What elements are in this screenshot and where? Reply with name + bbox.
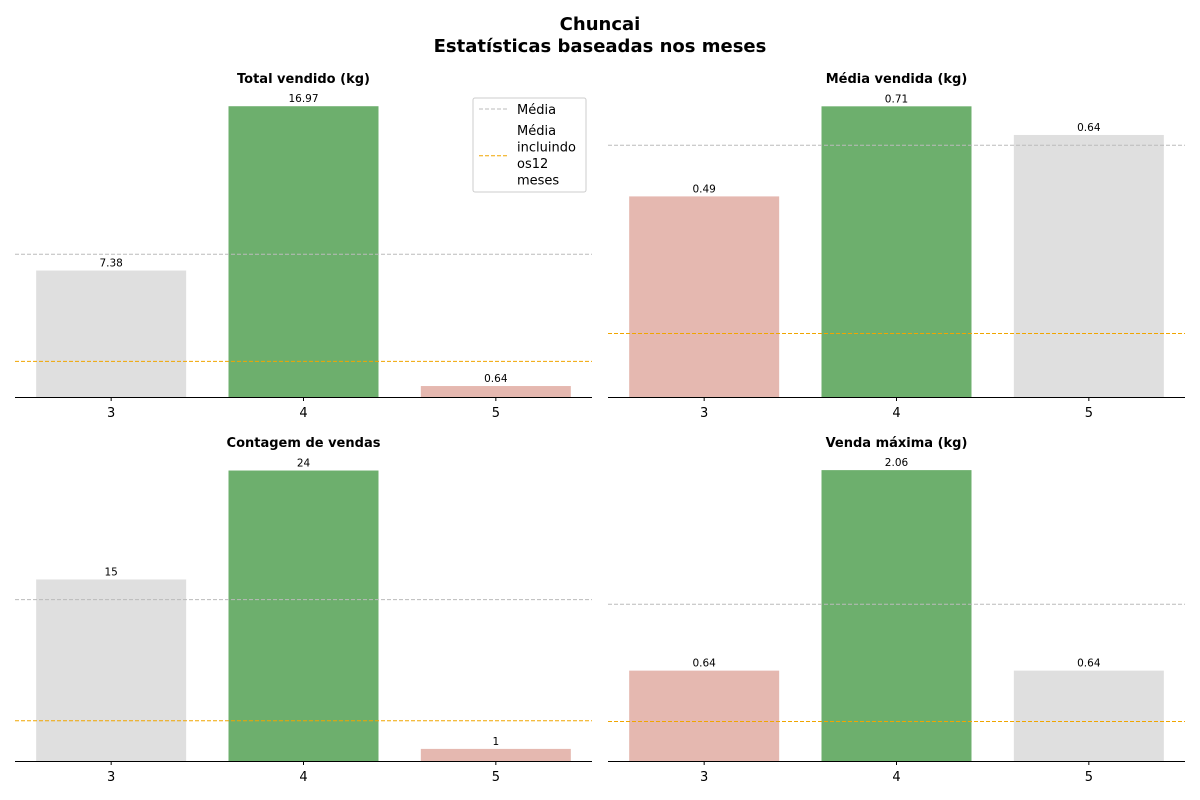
x-tick-label: 3 — [700, 770, 708, 785]
bar — [629, 196, 780, 397]
data-label: 1 — [492, 736, 499, 748]
x-tick-label: 3 — [107, 770, 115, 785]
panel-title: Média vendida (kg) — [826, 72, 968, 87]
x-tick-label: 3 — [107, 406, 115, 421]
x-tick-label: 5 — [492, 406, 500, 421]
legend-mean-label: Média — [517, 103, 556, 118]
legend-mean12-label-line: meses — [517, 174, 559, 189]
data-label: 0.64 — [692, 658, 716, 670]
data-label: 24 — [297, 458, 311, 470]
panel-title: Contagem de vendas — [227, 436, 381, 451]
legend-mean12-label-line: os12 — [517, 157, 548, 172]
x-tick-label: 4 — [299, 770, 307, 785]
data-label: 0.71 — [885, 93, 908, 105]
bar — [228, 106, 379, 397]
data-label: 7.38 — [99, 258, 122, 270]
data-label: 15 — [104, 566, 117, 578]
x-tick-label: 4 — [892, 770, 900, 785]
legend-mean12-label-line: Média — [517, 124, 556, 139]
bar — [1013, 670, 1164, 761]
x-tick-label: 3 — [700, 406, 708, 421]
x-tick-label: 5 — [1085, 406, 1093, 421]
bar — [228, 470, 379, 761]
bar — [420, 386, 571, 397]
bar — [1013, 134, 1164, 397]
bar — [821, 470, 972, 761]
data-label: 0.64 — [1077, 658, 1101, 670]
data-label: 2.06 — [885, 457, 909, 469]
bar — [821, 106, 972, 397]
data-label: 0.64 — [1077, 122, 1101, 134]
x-tick-label: 4 — [892, 406, 900, 421]
x-tick-label: 5 — [492, 770, 500, 785]
x-tick-label: 5 — [1085, 770, 1093, 785]
bar — [36, 579, 187, 761]
legend-box — [472, 97, 587, 193]
bar — [629, 670, 780, 761]
figure-subtitle: Estatísticas baseadas nos meses — [433, 36, 767, 57]
legend-mean12-label-line: incluindo — [517, 141, 576, 156]
x-tick-label: 4 — [299, 406, 307, 421]
data-label: 0.49 — [692, 183, 715, 195]
data-label: 0.64 — [484, 373, 508, 385]
figure-title: Chuncai — [559, 14, 641, 35]
panel-title: Total vendido (kg) — [237, 72, 370, 87]
bar — [36, 270, 187, 397]
panel-title: Venda máxima (kg) — [826, 436, 968, 451]
data-label: 16.97 — [288, 93, 318, 105]
bar — [420, 748, 571, 761]
